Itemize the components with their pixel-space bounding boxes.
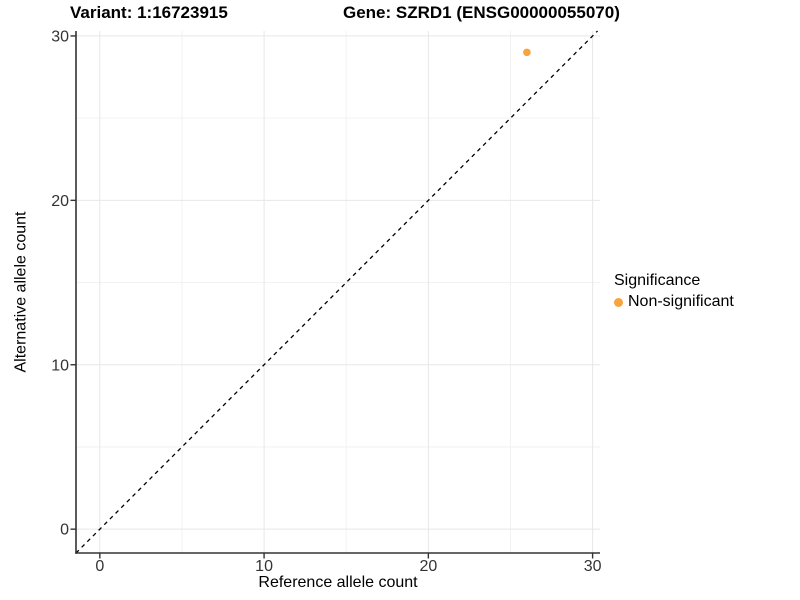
y-tick-label: 30 (51, 28, 69, 45)
x-axis-label: Reference allele count (258, 574, 418, 591)
y-tick-label: 0 (60, 522, 69, 539)
x-tick-label: 10 (255, 558, 273, 575)
legend-item: Non-significant (614, 293, 734, 311)
identity-line (75, 30, 598, 554)
y-axis-label-container: Alternative allele count (0, 31, 42, 553)
x-tick-label: 20 (419, 558, 437, 575)
x-tick-label: 30 (584, 558, 602, 575)
variant-title: Variant: 1:16723915 (70, 3, 228, 22)
legend-title: Significance (614, 272, 701, 289)
legend: Significance Non-significant (614, 271, 734, 311)
legend-item-label: Non-significant (628, 293, 734, 310)
x-tick-label: 0 (95, 558, 104, 575)
gene-title: Gene: SZRD1 (ENSG00000055070) (343, 3, 620, 22)
y-axis-label: Alternative allele count (12, 211, 30, 373)
legend-point-icon (614, 297, 623, 307)
data-point (523, 48, 531, 57)
y-tick-label: 20 (51, 193, 69, 210)
y-tick-label: 10 (51, 357, 69, 374)
